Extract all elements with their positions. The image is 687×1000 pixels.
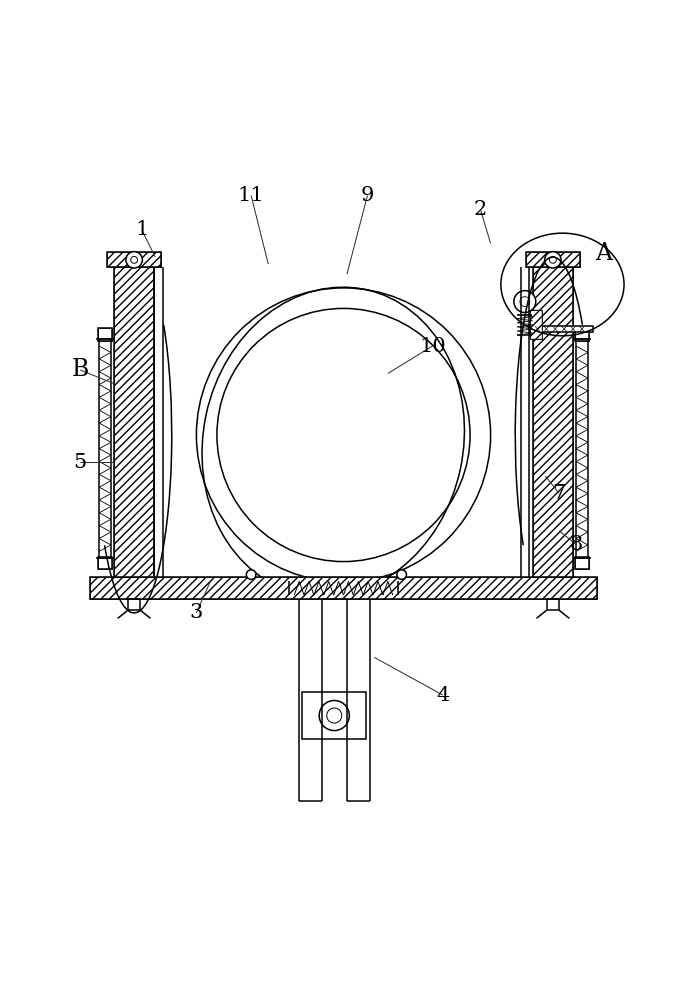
Circle shape	[247, 570, 256, 579]
Polygon shape	[98, 557, 112, 569]
Circle shape	[545, 252, 561, 268]
Circle shape	[397, 570, 407, 579]
Polygon shape	[575, 328, 589, 341]
Text: 2: 2	[474, 200, 487, 219]
Text: 11: 11	[238, 186, 264, 205]
Polygon shape	[526, 252, 580, 267]
Text: 1: 1	[135, 220, 148, 239]
Polygon shape	[114, 267, 154, 577]
Text: 9: 9	[361, 186, 374, 205]
Polygon shape	[90, 577, 597, 599]
Text: 3: 3	[190, 603, 203, 622]
Polygon shape	[533, 267, 573, 577]
Circle shape	[514, 291, 536, 313]
Polygon shape	[302, 692, 366, 739]
Text: A: A	[595, 242, 612, 265]
Text: 4: 4	[436, 686, 449, 705]
Text: B: B	[71, 358, 89, 381]
Text: 5: 5	[74, 453, 87, 472]
Polygon shape	[530, 310, 542, 339]
Text: 10: 10	[419, 337, 446, 356]
Circle shape	[319, 700, 349, 731]
Polygon shape	[107, 252, 161, 267]
Circle shape	[126, 252, 142, 268]
Polygon shape	[98, 328, 112, 341]
Polygon shape	[530, 326, 594, 332]
Text: 7: 7	[552, 484, 565, 503]
Text: 8: 8	[570, 535, 583, 554]
Polygon shape	[575, 557, 589, 569]
